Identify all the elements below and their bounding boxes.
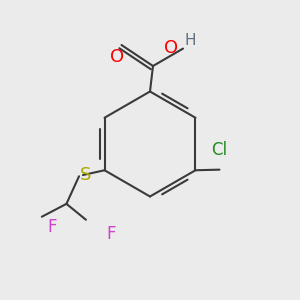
Text: O: O	[110, 48, 124, 66]
Text: O: O	[164, 39, 178, 57]
Text: H: H	[185, 33, 196, 48]
Text: F: F	[106, 225, 116, 243]
Text: F: F	[48, 218, 57, 236]
Text: Cl: Cl	[211, 141, 227, 159]
Text: S: S	[80, 167, 91, 184]
